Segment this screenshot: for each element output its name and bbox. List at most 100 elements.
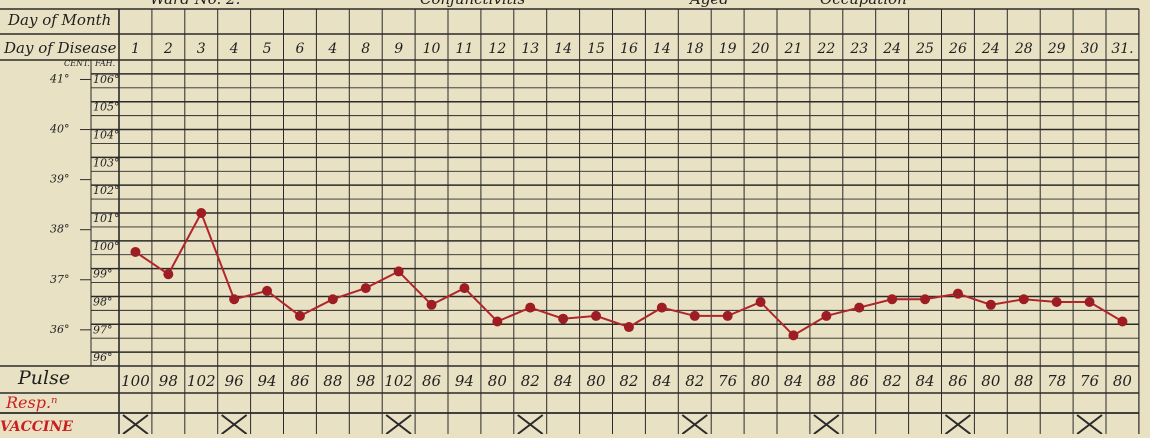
- day-of-disease-label: Day of Disease: [3, 39, 117, 57]
- pulse-value: 102: [187, 372, 216, 390]
- day-label: 2: [163, 41, 173, 57]
- age-label: Aged: [688, 0, 729, 8]
- pulse-value: 86: [422, 372, 442, 390]
- vaccine-cross-mark: [944, 414, 972, 435]
- day-label: 21: [784, 41, 803, 57]
- fahrenheit-tick-label: 98°: [93, 295, 113, 308]
- day-label: 6: [295, 41, 304, 57]
- vaccine-cross-mark: [1076, 414, 1103, 435]
- temperature-point: [492, 316, 503, 327]
- fahrenheit-tick-label: 103°: [93, 156, 120, 169]
- day-label: 29: [1047, 41, 1066, 57]
- centigrade-tick-label: 39°: [50, 173, 70, 186]
- occupation-label: Occupation: [820, 0, 907, 8]
- day-label: 14: [653, 41, 671, 57]
- day-label: 23: [849, 41, 868, 57]
- temperature-point: [360, 283, 371, 294]
- diagnosis-text: Conjunctivitis: [420, 0, 525, 8]
- centigrade-tick-label: 36°: [50, 323, 70, 336]
- temperature-point: [393, 266, 404, 277]
- day-label: 4: [327, 41, 337, 57]
- day-label: 16: [620, 41, 638, 57]
- pulse-value: 82: [521, 372, 540, 390]
- fahr-header: FAH.: [94, 59, 115, 68]
- pulse-value: 76: [718, 372, 738, 390]
- pulse-value: 80: [488, 372, 508, 390]
- grid-layer: [0, 8, 1140, 434]
- pulse-value: 88: [817, 372, 836, 390]
- day-label: 26: [948, 41, 967, 57]
- temperature-point: [689, 310, 700, 321]
- day-label: 5: [263, 41, 272, 57]
- pulse-value: 98: [159, 372, 178, 390]
- temperature-point: [426, 299, 437, 310]
- day-label: 25: [915, 41, 934, 57]
- pulse-value: 80: [587, 372, 607, 390]
- temperature-point: [755, 297, 766, 308]
- temperature-point: [525, 302, 536, 313]
- temperature-point: [821, 310, 832, 321]
- temperature-point: [1051, 297, 1062, 308]
- day-label: 8: [361, 41, 370, 57]
- day-label: 10: [423, 41, 441, 57]
- pulse-label: Pulse: [17, 367, 70, 389]
- temperature-point: [459, 283, 470, 294]
- day-label: 18: [686, 41, 704, 57]
- pulse-value: 82: [883, 372, 902, 390]
- temperature-point: [327, 294, 338, 305]
- day-of-month-label: Day of Month: [7, 11, 111, 29]
- temperature-point: [623, 322, 634, 333]
- pulse-value: 98: [356, 372, 375, 390]
- pulse-value: 94: [455, 372, 474, 390]
- centigrade-tick-label: 38°: [50, 223, 70, 236]
- day-label: 20: [751, 41, 770, 57]
- pulse-value: 86: [850, 372, 870, 390]
- fahrenheit-tick-label: 96°: [93, 351, 113, 364]
- pulse-value: 80: [981, 372, 1001, 390]
- fahrenheit-tick-label: 106°: [93, 73, 120, 86]
- cent-header: CENT.: [64, 59, 90, 68]
- day-label: 28: [1014, 41, 1033, 57]
- temperature-point: [985, 299, 996, 310]
- fahrenheit-tick-label: 100°: [93, 240, 120, 253]
- day-label: 13: [521, 41, 539, 57]
- temperature-point: [130, 246, 141, 257]
- day-label: 31.: [1111, 41, 1133, 57]
- pulse-value: 86: [290, 372, 310, 390]
- day-label: 4: [229, 41, 239, 57]
- temperature-point: [887, 294, 898, 305]
- fahrenheit-tick-label: 102°: [93, 184, 120, 197]
- fahrenheit-tick-label: 105°: [93, 101, 120, 114]
- temperature-point: [1117, 316, 1128, 327]
- pulse-value: 84: [554, 372, 573, 390]
- vaccine-cross-mark: [385, 414, 412, 435]
- header-strip: Ward No. 2. Conjunctivitis Aged Occupati…: [150, 0, 907, 8]
- pulse-value: 82: [685, 372, 704, 390]
- pulse-value: 78: [1047, 372, 1066, 390]
- temperature-point: [196, 208, 207, 218]
- resp-label: Resp.ⁿ: [5, 393, 58, 412]
- vaccine-cross-mark: [221, 414, 248, 435]
- centigrade-tick-label: 40°: [49, 123, 70, 136]
- pulse-value: 96: [225, 372, 245, 390]
- day-label: 11: [456, 41, 474, 57]
- pulse-value: 82: [619, 372, 638, 390]
- day-label: 1: [131, 41, 140, 57]
- marks-layer: [122, 208, 1128, 435]
- centigrade-tick-label: 41°: [49, 72, 70, 85]
- pulse-value: 100: [121, 372, 150, 390]
- temperature-point: [788, 330, 799, 341]
- temperature-point: [952, 288, 963, 299]
- vaccine-cross-mark: [122, 414, 149, 435]
- temperature-point: [1018, 294, 1029, 305]
- day-label: 30: [1081, 41, 1099, 57]
- vaccine-cross-mark: [517, 414, 544, 435]
- day-label: 14: [554, 41, 572, 57]
- temperature-point: [920, 294, 931, 305]
- vaccine-label: VACCINE: [0, 419, 73, 434]
- centigrade-tick-label: 37°: [50, 273, 70, 286]
- temperature-point: [558, 313, 569, 324]
